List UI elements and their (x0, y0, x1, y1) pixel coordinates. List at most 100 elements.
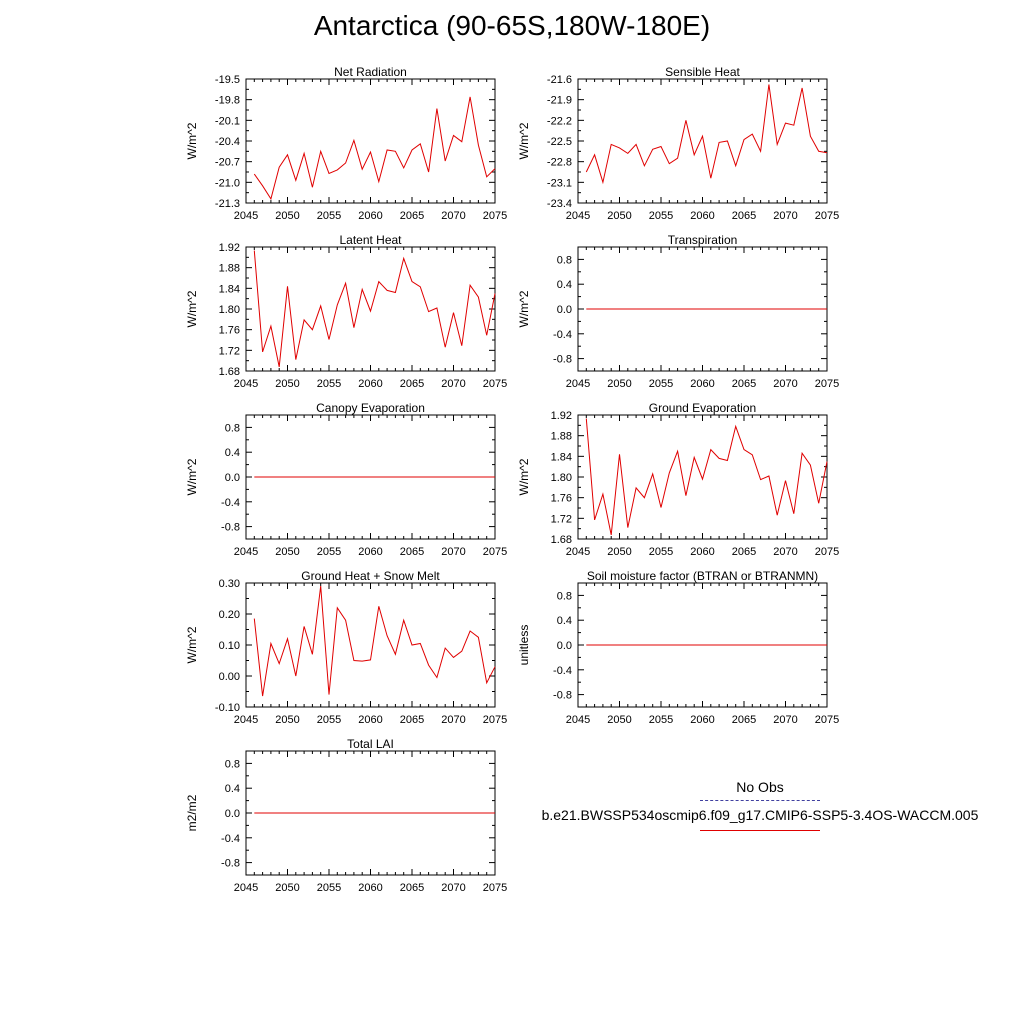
ground-heat-snow-melt-xtick-label: 2065 (400, 714, 424, 726)
figure-title: Antarctica (90-65S,180W-180E) (313, 10, 711, 41)
net-radiation-xtick-label: 2055 (317, 210, 341, 222)
sensible-heat-ylabel: W/m^2 (517, 122, 531, 159)
latent-heat-xtick-label: 2060 (358, 378, 382, 390)
total-lai-xtick-label: 2070 (441, 882, 465, 894)
sensible-heat-title: Sensible Heat (665, 65, 740, 79)
ground-heat-snow-melt-ytick-label: 0.00 (219, 671, 240, 683)
ground-heat-snow-melt-xtick-label: 2075 (483, 714, 507, 726)
sensible-heat-ytick-label: -22.8 (547, 157, 572, 169)
panel-total-lai: Total LAI m2/m2 2045 2050 2055 2060 2065 2070 20… (185, 737, 507, 894)
ground-evaporation-xtick-label: 2070 (773, 546, 797, 558)
canopy-evaporation-ylabel: W/m^2 (185, 458, 199, 495)
soil-moisture-factor-ylabel: unitless (517, 625, 531, 666)
ground-heat-snow-melt-ytick-label: 0.30 (219, 578, 240, 590)
net-radiation-xtick-label: 2045 (234, 210, 258, 222)
total-lai-xtick-label: 2045 (234, 882, 258, 894)
total-lai-title: Total LAI (347, 737, 394, 751)
total-lai-xtick-label: 2075 (483, 882, 507, 894)
sensible-heat-xtick-label: 2065 (732, 210, 756, 222)
sensible-heat-xtick-label: 2070 (773, 210, 797, 222)
latent-heat-ytick-label: 1.88 (219, 263, 240, 275)
ground-evaporation-xtick-label: 2050 (607, 546, 631, 558)
sensible-heat-ytick-label: -21.9 (547, 95, 572, 107)
total-lai-xtick-label: 2065 (400, 882, 424, 894)
latent-heat-ytick-label: 1.92 (219, 242, 240, 254)
canopy-evaporation-xtick-label: 2055 (317, 546, 341, 558)
canopy-evaporation-title: Canopy Evaporation (316, 401, 425, 415)
panel-latent-heat: Latent Heat W/m^2 2045 2050 2055 2060 2065 2070… (185, 233, 507, 390)
canopy-evaporation-ytick-label: -0.4 (221, 497, 240, 509)
ground-heat-snow-melt-xtick-label: 2060 (358, 714, 382, 726)
sensible-heat-xtick-label: 2045 (566, 210, 590, 222)
panel-net-radiation: Net Radiation W/m^2 2045 2050 2055 2060 2065 20… (185, 65, 507, 222)
sensible-heat-ytick-label: -22.5 (547, 136, 572, 148)
latent-heat-xtick-label: 2050 (275, 378, 299, 390)
transpiration-xtick-label: 2055 (649, 378, 673, 390)
soil-moisture-factor-ytick-label: 0.4 (557, 615, 572, 627)
panel-soil-moisture-factor: Soil moisture factor (BTRAN or BTRANMN) u… (517, 569, 839, 726)
soil-moisture-factor-ytick-label: 0.8 (557, 590, 572, 602)
sensible-heat-frame (577, 78, 828, 204)
transpiration-xtick-label: 2050 (607, 378, 631, 390)
panel-ground-evaporation: Ground Evaporation W/m^2 2045 2050 2055 2060 2… (517, 401, 839, 558)
canopy-evaporation-ytick-label: 0.0 (225, 472, 240, 484)
transpiration-xtick-label: 2060 (690, 378, 714, 390)
ground-evaporation-xtick-label: 2045 (566, 546, 590, 558)
total-lai-ytick-label: -0.4 (221, 833, 240, 845)
soil-moisture-factor-title: Soil moisture factor (BTRAN or BTRANMN) (587, 569, 818, 583)
latent-heat-ytick-label: 1.68 (219, 366, 240, 378)
transpiration-xtick-label: 2070 (773, 378, 797, 390)
net-radiation-xtick-label: 2070 (441, 210, 465, 222)
sensible-heat-ytick-label: -23.4 (547, 198, 572, 210)
ground-heat-snow-melt-xtick-label: 2045 (234, 714, 258, 726)
latent-heat-xtick-label: 2075 (483, 378, 507, 390)
transpiration-xtick-label: 2045 (566, 378, 590, 390)
latent-heat-ytick-label: 1.72 (219, 345, 240, 357)
legend-model-label: b.e21.BWSSP534oscmip6.f09_g17.CMIP6-SSP5… (541, 807, 979, 823)
latent-heat-xtick-label: 2045 (234, 378, 258, 390)
latent-heat-ytick-label: 1.80 (219, 304, 240, 316)
soil-moisture-factor-xtick-label: 2075 (815, 714, 839, 726)
legend-model-line (700, 830, 820, 831)
sensible-heat-ytick-label: -23.1 (547, 177, 572, 189)
total-lai-xtick-label: 2050 (275, 882, 299, 894)
latent-heat-xtick-label: 2055 (317, 378, 341, 390)
total-lai-ytick-label: 0.4 (225, 783, 240, 795)
canopy-evaporation-xtick-label: 2045 (234, 546, 258, 558)
net-radiation-ytick-label: -20.7 (215, 157, 240, 169)
latent-heat-xtick-label: 2065 (400, 378, 424, 390)
ground-heat-snow-melt-series-line (253, 586, 496, 697)
net-radiation-ytick-label: -21.3 (215, 198, 240, 210)
latent-heat-frame (245, 246, 496, 372)
ground-evaporation-ytick-label: 1.76 (551, 493, 572, 505)
sensible-heat-xtick-label: 2050 (607, 210, 631, 222)
panel-ground-heat-snow-melt: Ground Heat + Snow Melt W/m^2 2045 2050 2055… (185, 569, 507, 726)
canopy-evaporation-xtick-label: 2070 (441, 546, 465, 558)
net-radiation-ytick-label: -20.1 (215, 115, 240, 127)
ground-evaporation-xtick-label: 2065 (732, 546, 756, 558)
transpiration-xtick-label: 2075 (815, 378, 839, 390)
ground-evaporation-ytick-label: 1.68 (551, 534, 572, 546)
ground-heat-snow-melt-title: Ground Heat + Snow Melt (301, 569, 440, 583)
total-lai-ytick-label: 0.0 (225, 808, 240, 820)
total-lai-xtick-label: 2060 (358, 882, 382, 894)
latent-heat-ylabel: W/m^2 (185, 290, 199, 327)
net-radiation-xtick-label: 2060 (358, 210, 382, 222)
canopy-evaporation-xtick-label: 2060 (358, 546, 382, 558)
net-radiation-title: Net Radiation (334, 65, 407, 79)
total-lai-ylabel: m2/m2 (185, 794, 199, 831)
canopy-evaporation-xtick-label: 2075 (483, 546, 507, 558)
ground-evaporation-title: Ground Evaporation (649, 401, 756, 415)
net-radiation-ytick-label: -20.4 (215, 136, 240, 148)
transpiration-ylabel: W/m^2 (517, 290, 531, 327)
net-radiation-ylabel: W/m^2 (185, 122, 199, 159)
panel-transpiration: Transpiration W/m^2 2045 2050 2055 2060 2065 20… (517, 233, 839, 390)
transpiration-xtick-label: 2065 (732, 378, 756, 390)
ground-evaporation-xtick-label: 2055 (649, 546, 673, 558)
total-lai-ytick-label: -0.8 (221, 858, 240, 870)
ground-evaporation-xtick-label: 2060 (690, 546, 714, 558)
canopy-evaporation-ytick-label: -0.8 (221, 522, 240, 534)
ground-evaporation-frame (577, 414, 828, 540)
latent-heat-ytick-label: 1.84 (219, 283, 240, 295)
transpiration-ytick-label: 0.0 (557, 304, 572, 316)
